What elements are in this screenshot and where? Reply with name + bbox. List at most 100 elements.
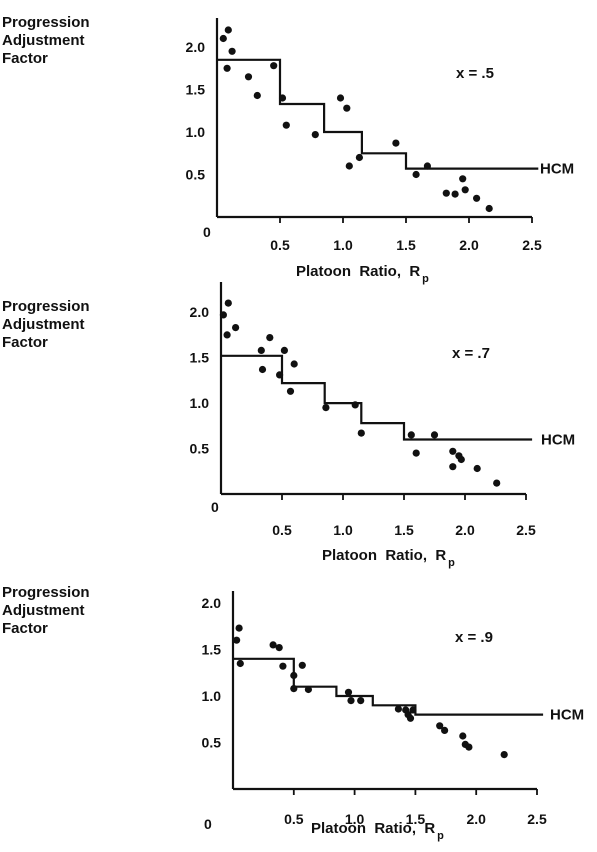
- chart-1-ytick-label: 1.0: [186, 124, 206, 140]
- chart-1-data-point: [219, 34, 227, 43]
- chart-3-x-annotation: x = .9: [455, 629, 493, 646]
- chart-3-data-point: [459, 732, 467, 740]
- chart-1-data-point: [459, 175, 467, 183]
- chart-1-data-point: [392, 139, 400, 147]
- chart-2-data-point: [351, 401, 359, 409]
- chart-3-xlabel-subscript: p: [437, 830, 444, 842]
- chart-2-xtick-label: 2.0: [455, 522, 475, 538]
- chart-1-xtick-label: 0.5: [270, 237, 290, 253]
- chart-2-data-point: [322, 404, 330, 412]
- chart-1-data-point: [355, 153, 363, 162]
- chart-3-xtick-label: 2.5: [527, 811, 547, 827]
- chart-2-xtick-label: 1.5: [394, 522, 414, 538]
- chart-3-xtick-label: 1.0: [345, 811, 365, 827]
- chart-2-origin-label: 0: [211, 499, 219, 515]
- chart-1-xtick-label: 1.5: [396, 237, 416, 253]
- chart-2-data-point: [223, 331, 231, 339]
- chart-3-data-point: [344, 688, 353, 696]
- chart-1-x-annotation: x = .5: [456, 65, 494, 82]
- chart-1-data-point: [442, 189, 450, 197]
- chart-2-data-point: [357, 429, 365, 437]
- chart-2-data-point: [457, 455, 465, 464]
- chart-1-data-point: [485, 204, 493, 213]
- chart-3-xtick-label: 1.5: [406, 811, 426, 827]
- chart-2-data-point: [412, 449, 420, 457]
- chart-1-data-point: [473, 194, 481, 202]
- chart-2-xtick-label: 0.5: [272, 522, 292, 538]
- chart-2-data-point: [407, 431, 415, 439]
- chart-2-data-point: [266, 334, 274, 342]
- chart-3-data-point: [409, 706, 417, 714]
- chart-2-data-point: [276, 371, 284, 379]
- chart-1-data-point: [253, 91, 261, 100]
- chart-2-ylabel-line-3: Factor: [2, 334, 48, 351]
- chart-1-ylabel-line-1: Progression: [2, 14, 90, 31]
- chart-1-origin-label: 0: [203, 224, 211, 240]
- chart-2-data-point: [232, 324, 240, 332]
- chart-2-ylabel-line-2: Adjustment: [2, 316, 85, 333]
- chart-1-ylabel-line-3: Factor: [2, 50, 48, 67]
- chart-2-ytick-label: 0.5: [190, 441, 210, 457]
- chart-3-data-point: [465, 743, 473, 751]
- chart-3-data-point: [406, 714, 415, 722]
- chart-2-data-point: [219, 311, 227, 319]
- chart-1-data-point: [228, 47, 236, 55]
- chart-3-ylabel-line-3: Factor: [2, 620, 48, 637]
- chart-1-data-point: [412, 170, 420, 179]
- chart-2-data-point: [224, 299, 232, 307]
- chart-1-data-point: [343, 104, 351, 112]
- chart-1-data-point: [423, 162, 431, 170]
- chart-3-data-point: [269, 641, 277, 649]
- chart-1-xtick-label: 2.0: [459, 237, 479, 253]
- chart-3-data-point: [298, 661, 306, 669]
- chart-1-ytick-label: 0.5: [186, 167, 206, 183]
- chart-1-hcm-step-line: [217, 58, 539, 170]
- chart-3-xlabel-main: Platoon Ratio, R: [311, 820, 435, 837]
- chart-2-ytick-label: 1.5: [190, 350, 210, 366]
- chart-3-data-point: [275, 644, 283, 652]
- chart-1-data-point: [278, 94, 287, 102]
- chart-3-ytick-label: 0.5: [202, 735, 222, 751]
- chart-2-data-point: [257, 346, 265, 354]
- chart-2-data-point: [473, 464, 481, 473]
- chart-3-ylabel-line-1: Progression: [2, 584, 90, 601]
- chart-3-data-point: [436, 722, 444, 730]
- chart-1-xtick-label: 2.5: [522, 237, 542, 253]
- chart-1-data-point: [336, 94, 345, 102]
- chart-1-ytick-label: 2.0: [186, 39, 206, 55]
- chart-2-ytick-label: 1.0: [190, 395, 210, 411]
- chart-3-ytick-label: 1.5: [202, 642, 222, 658]
- chart-2-xlabel-subscript: p: [448, 557, 455, 569]
- chart-3-xtick-label: 0.5: [284, 811, 304, 827]
- chart-3-data-point: [235, 624, 243, 632]
- chart-3-ytick-label: 1.0: [202, 688, 222, 704]
- chart-2-x-annotation: x = .7: [452, 345, 490, 362]
- chart-1-data-point: [282, 121, 290, 129]
- chart-3-data-point: [233, 636, 241, 644]
- chart-1-data-point: [311, 131, 319, 139]
- chart-1-xlabel-subscript: p: [422, 273, 429, 285]
- chart-2-data-point: [280, 346, 288, 354]
- chart-1-data-point: [270, 62, 278, 70]
- chart-2-xtick-label: 2.5: [516, 522, 536, 538]
- chart-1-hcm-label: HCM: [540, 161, 574, 178]
- chart-1-xlabel-main: Platoon Ratio, R: [296, 263, 420, 280]
- chart-3-data-point: [500, 751, 508, 759]
- chart-2-ylabel-line-1: Progression: [2, 298, 90, 315]
- chart-1-data-point: [223, 64, 231, 72]
- chart-3-data-point: [304, 685, 312, 694]
- chart-3-ylabel-line-2: Adjustment: [2, 602, 85, 619]
- chart-3-data-point: [236, 659, 244, 668]
- chart-3-data-point: [441, 726, 449, 735]
- chart-1-data-point: [244, 73, 253, 81]
- chart-1-data-point: [345, 162, 353, 170]
- chart-3-data-point: [290, 685, 298, 693]
- chart-1-data-point: [451, 190, 459, 198]
- chart-2-data-point: [449, 447, 457, 455]
- chart-2-hcm-step-line: [221, 354, 533, 441]
